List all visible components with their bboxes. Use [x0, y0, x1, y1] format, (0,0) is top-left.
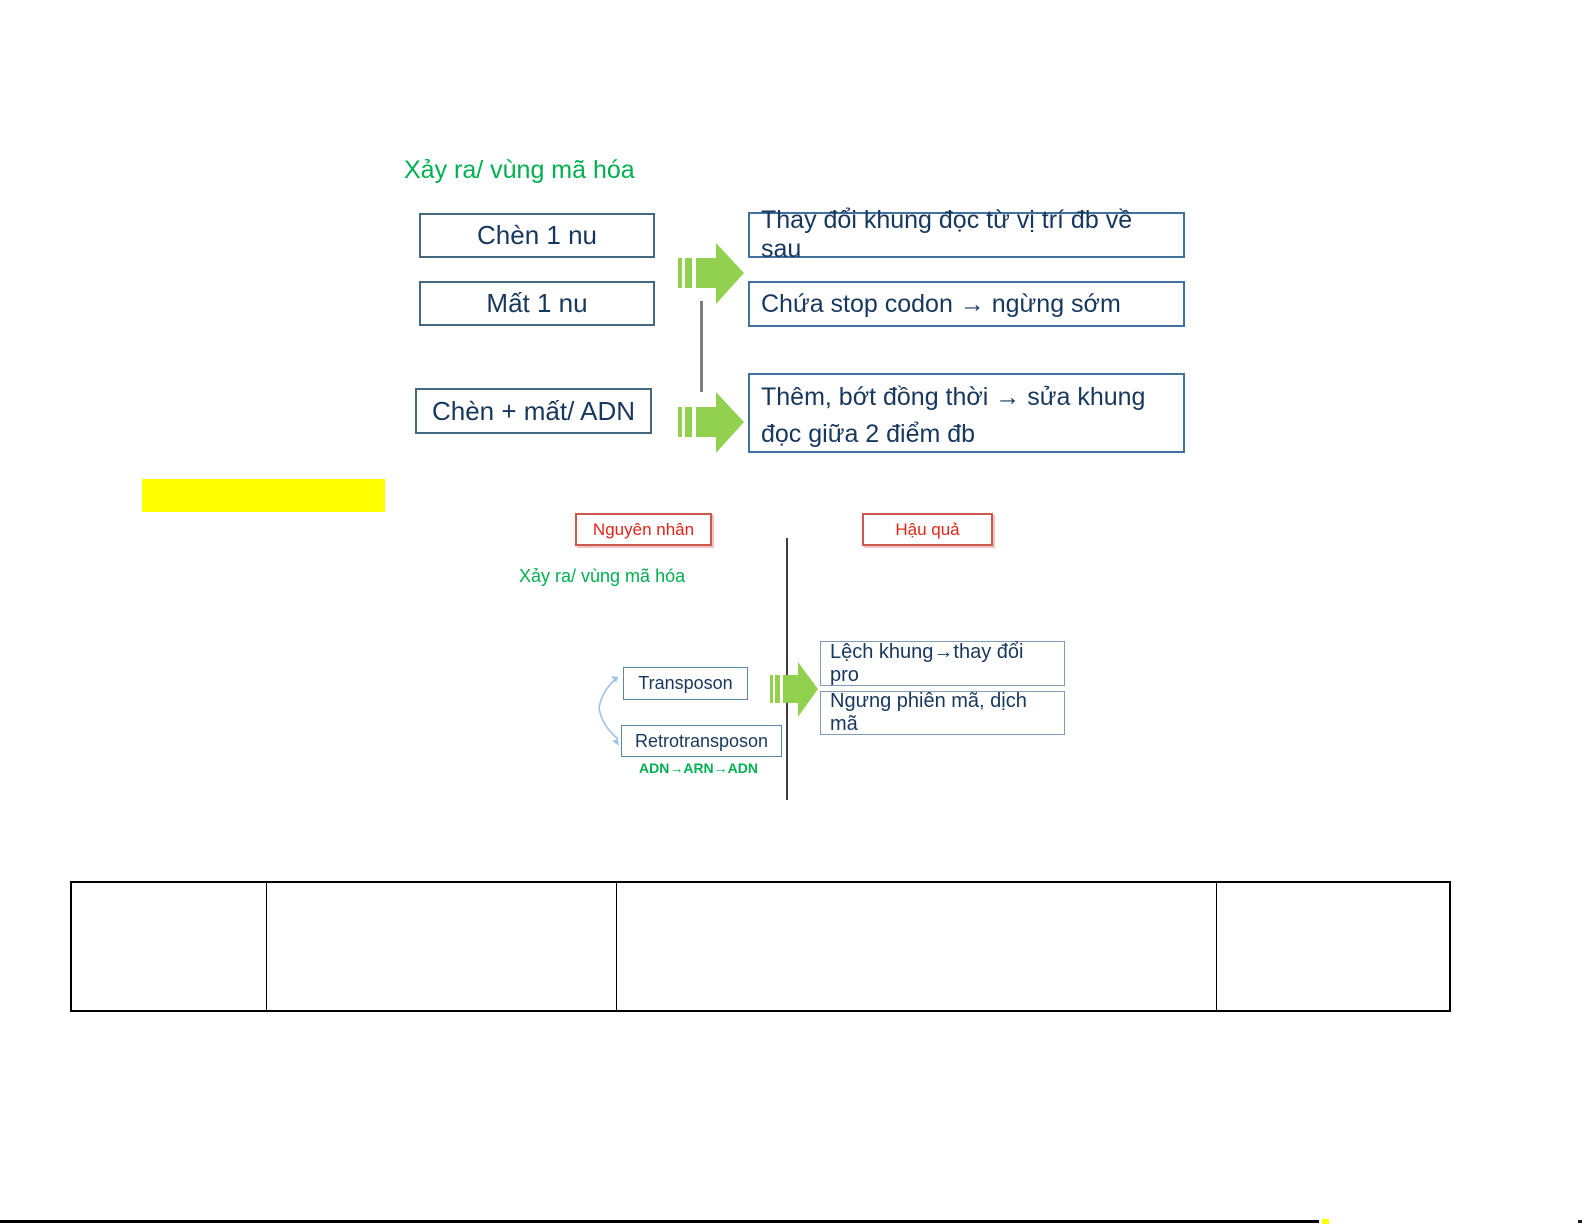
yellow-dot	[1322, 1219, 1329, 1224]
connector-line	[700, 301, 703, 392]
brace-arrows-icon	[598, 676, 619, 746]
section1-heading: Xảy ra/ vùng mã hóa	[404, 156, 635, 184]
cause-box-insert-1nu: Chèn 1 nu	[419, 213, 655, 258]
cause-box-delete-1nu: Mất 1 nu	[419, 281, 655, 326]
cause-header-box: Nguyên nhân	[575, 513, 712, 546]
striped-arrow-icon	[770, 662, 818, 717]
retrotransposon-note: ADN→ARN→ADN	[639, 760, 758, 776]
effect-box-frameshift: Thay đổi khung đọc từ vị trí đb về sau	[748, 206, 1185, 263]
table-cell	[617, 883, 1217, 1010]
cause-box-retrotransposon: Retrotransposon	[621, 725, 782, 757]
effect-box-frameshift-protein: Lệch khung→thay đổi pro	[820, 641, 1065, 686]
divider-line	[786, 538, 788, 800]
dark-speck	[1578, 1220, 1582, 1223]
effect-box-insert-delete: Thêm, bớt đồng thời → sửa khung đọc giữa…	[748, 373, 1185, 453]
effect-box-stop-transcription: Ngưng phiên mã, dịch mã	[820, 690, 1065, 735]
table-cell	[267, 883, 617, 1010]
striped-arrow-icon	[678, 392, 744, 453]
section2-context-label: Xảy ra/ vùng mã hóa	[519, 566, 686, 586]
effect-box-stop-codon: Chứa stop codon → ngừng sớm	[748, 281, 1185, 327]
table-cell	[1217, 883, 1449, 1010]
page-bottom-rule	[0, 1220, 1319, 1223]
table	[70, 881, 1451, 1012]
table-cell	[72, 883, 267, 1010]
yellow-highlight	[142, 479, 385, 512]
striped-arrow-icon	[678, 243, 744, 304]
cause-box-transposon: Transposon	[623, 667, 748, 700]
cause-box-insert-delete-adn: Chèn + mất/ ADN	[415, 388, 652, 434]
effect-header-box: Hậu quả	[862, 513, 993, 546]
